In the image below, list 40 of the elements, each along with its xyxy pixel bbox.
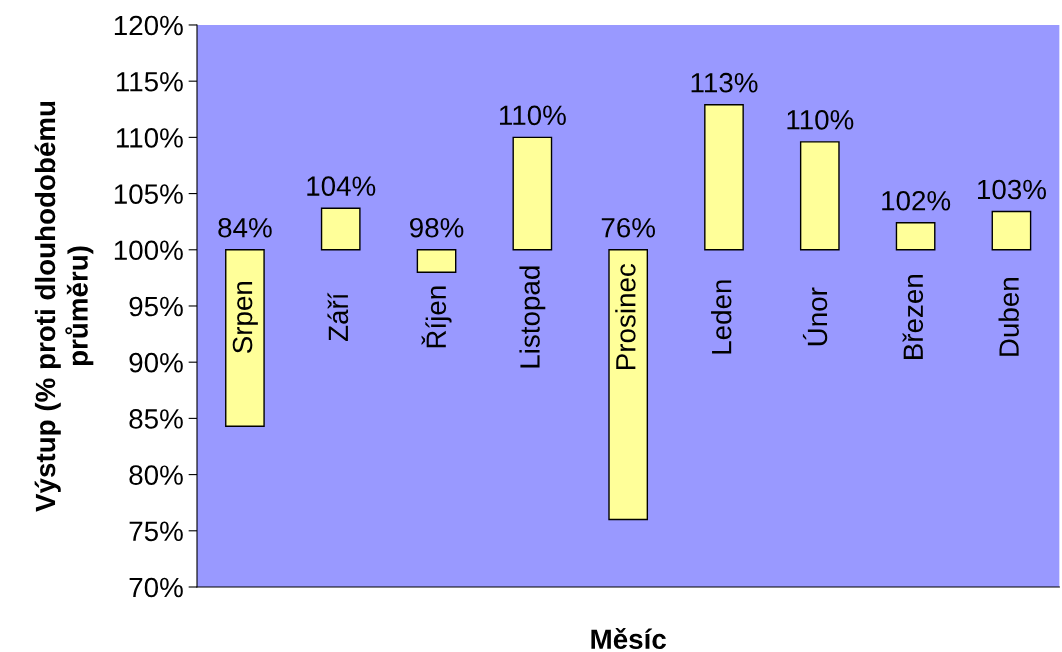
y-tick-label: 90% (129, 352, 183, 373)
y-tick-label: 85% (129, 409, 183, 429)
y-tick-label: 120% (114, 15, 183, 36)
y-tick-label: 80% (129, 465, 183, 485)
data-label: 110% (499, 105, 566, 126)
x-tick-label: Leden (711, 280, 732, 354)
y-axis-title: Výstup (% proti dlouhodobému průměru) (34, 101, 94, 512)
bar (512, 136, 553, 251)
data-label: 104% (307, 176, 376, 196)
bar (225, 249, 265, 427)
x-tick-label: Listopad (519, 266, 546, 368)
bar (416, 249, 457, 273)
bar (895, 222, 936, 251)
x-tick-label: Březen (902, 275, 924, 359)
y-tick-label: 100% (114, 240, 183, 261)
x-tick-label: Únor (802, 287, 828, 346)
y-tick-label: 75% (129, 521, 183, 542)
bar (799, 141, 840, 251)
data-label: 110% (787, 109, 854, 130)
x-tick-label: Září (327, 292, 349, 342)
data-label: 98% (410, 217, 464, 238)
x-tick-label: Duben (998, 278, 1019, 356)
bar (991, 210, 1032, 251)
data-label: 76% (601, 217, 655, 238)
bar (320, 207, 361, 251)
bar (608, 249, 649, 521)
x-tick-label: Říjen (421, 286, 452, 348)
data-label: 84% (218, 217, 272, 238)
y-tick-label: 70% (129, 577, 183, 598)
x-axis-title: Měsíc (591, 628, 666, 650)
y-tick-label: 95% (129, 296, 183, 317)
data-label: 103% (978, 179, 1046, 200)
y-tick-label: 110% (116, 128, 183, 148)
data-label: 102% (882, 190, 951, 211)
x-tick-label: Prosinec (615, 263, 636, 369)
y-tick-label: 105% (114, 184, 183, 204)
y-tick-label: 115% (116, 71, 183, 92)
x-tick-label: Srpen (232, 281, 258, 354)
data-label: 113% (691, 72, 758, 93)
bar (704, 104, 744, 251)
